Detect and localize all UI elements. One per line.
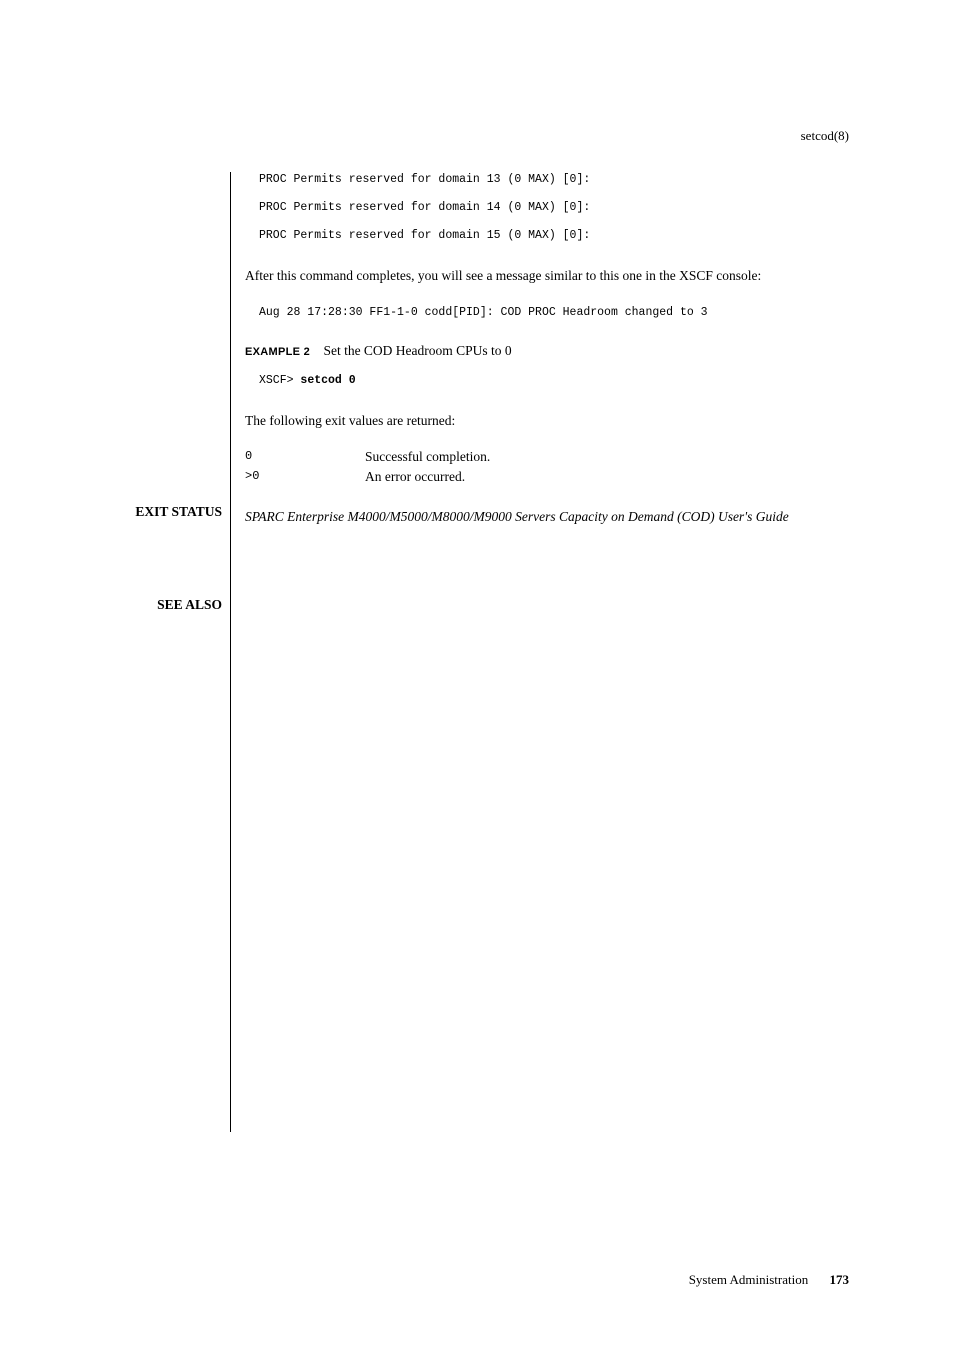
page-header-command: setcod(8) [801, 128, 849, 144]
see-also-reference: SPARC Enterprise M4000/M5000/M8000/M9000… [245, 507, 849, 527]
body-paragraph: After this command completes, you will s… [245, 266, 849, 286]
shell-command: setcod 0 [300, 374, 355, 387]
code-line: PROC Permits reserved for domain 15 (0 M… [259, 228, 849, 244]
example-heading: EXAMPLE 2 Set the COD Headroom CPUs to 0 [245, 343, 849, 359]
table-row: 0 Successful completion. [245, 449, 849, 465]
exit-status-intro: The following exit values are returned: [245, 411, 849, 431]
man-page: setcod(8) EXIT STATUS SEE ALSO PROC Perm… [0, 0, 954, 1350]
example-description: Set the COD Headroom CPUs to 0 [323, 343, 511, 358]
section-divider-line [230, 172, 231, 1132]
page-footer: System Administration 173 [689, 1272, 849, 1288]
footer-section-title: System Administration [689, 1272, 809, 1287]
code-line: Aug 28 17:28:30 FF1-1-0 codd[PID]: COD P… [259, 305, 849, 321]
code-command-block: XSCF> setcod 0 [245, 373, 849, 389]
section-label-exit-status: EXIT STATUS [107, 504, 222, 520]
code-line: PROC Permits reserved for domain 13 (0 M… [259, 172, 849, 188]
exit-description: An error occurred. [365, 469, 465, 485]
code-output-block: PROC Permits reserved for domain 13 (0 M… [245, 172, 849, 244]
code-line: XSCF> setcod 0 [259, 373, 849, 389]
code-line: PROC Permits reserved for domain 14 (0 M… [259, 200, 849, 216]
section-label-see-also: SEE ALSO [107, 597, 222, 613]
footer-page-number: 173 [830, 1272, 850, 1287]
exit-code: >0 [245, 469, 365, 485]
shell-prompt: XSCF> [259, 374, 300, 387]
example-label: EXAMPLE 2 [245, 346, 310, 358]
table-row: >0 An error occurred. [245, 469, 849, 485]
code-output-block: Aug 28 17:28:30 FF1-1-0 codd[PID]: COD P… [245, 305, 849, 321]
exit-code: 0 [245, 449, 365, 465]
exit-description: Successful completion. [365, 449, 490, 465]
content-area: PROC Permits reserved for domain 13 (0 M… [245, 172, 849, 545]
exit-status-table: 0 Successful completion. >0 An error occ… [245, 449, 849, 485]
